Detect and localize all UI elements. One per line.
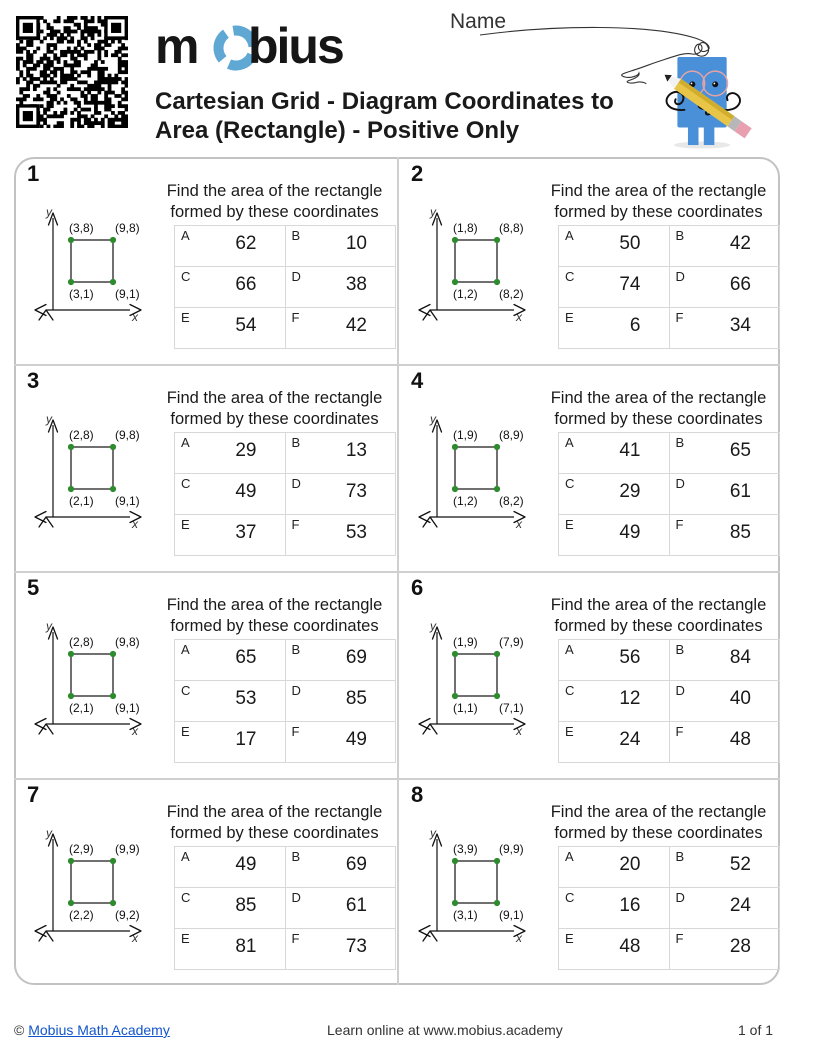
svg-text:(8,9): (8,9)	[499, 428, 524, 442]
svg-text:(9,9): (9,9)	[499, 842, 524, 856]
svg-text:(9,1): (9,1)	[499, 908, 524, 922]
svg-text:x: x	[131, 724, 139, 738]
svg-text:(9,2): (9,2)	[115, 908, 140, 922]
svg-text:(9,8): (9,8)	[115, 221, 140, 235]
svg-text:(1,2): (1,2)	[453, 287, 478, 301]
svg-text:(2,2): (2,2)	[69, 908, 94, 922]
svg-text:x: x	[131, 310, 139, 324]
svg-text:x: x	[515, 931, 523, 945]
svg-text:(1,1): (1,1)	[453, 701, 478, 715]
svg-text:(7,1): (7,1)	[499, 701, 524, 715]
svg-text:y: y	[45, 826, 53, 840]
svg-text:y: y	[45, 205, 53, 219]
svg-text:x: x	[131, 931, 139, 945]
svg-text:(9,9): (9,9)	[115, 842, 140, 856]
svg-text:(8,8): (8,8)	[499, 221, 524, 235]
svg-text:(7,9): (7,9)	[499, 635, 524, 649]
svg-text:(9,1): (9,1)	[115, 494, 140, 508]
svg-text:(2,9): (2,9)	[69, 842, 94, 856]
svg-text:(3,9): (3,9)	[453, 842, 478, 856]
svg-text:(2,1): (2,1)	[69, 701, 94, 715]
svg-text:(8,2): (8,2)	[499, 494, 524, 508]
svg-text:y: y	[429, 619, 437, 633]
svg-text:(2,1): (2,1)	[69, 494, 94, 508]
svg-text:(1,2): (1,2)	[453, 494, 478, 508]
svg-text:(2,8): (2,8)	[69, 428, 94, 442]
svg-text:(3,1): (3,1)	[453, 908, 478, 922]
svg-text:x: x	[515, 724, 523, 738]
svg-text:(2,8): (2,8)	[69, 635, 94, 649]
svg-text:(1,9): (1,9)	[453, 635, 478, 649]
svg-text:(8,2): (8,2)	[499, 287, 524, 301]
svg-text:x: x	[131, 517, 139, 531]
svg-text:(1,8): (1,8)	[453, 221, 478, 235]
svg-text:(3,1): (3,1)	[69, 287, 94, 301]
svg-text:(9,1): (9,1)	[115, 701, 140, 715]
svg-text:(3,8): (3,8)	[69, 221, 94, 235]
svg-text:y: y	[45, 412, 53, 426]
svg-text:y: y	[429, 412, 437, 426]
svg-text:(1,9): (1,9)	[453, 428, 478, 442]
svg-text:y: y	[429, 205, 437, 219]
svg-text:y: y	[45, 619, 53, 633]
svg-text:y: y	[429, 826, 437, 840]
svg-text:(9,8): (9,8)	[115, 428, 140, 442]
svg-text:x: x	[515, 310, 523, 324]
svg-text:x: x	[515, 517, 523, 531]
svg-text:(9,8): (9,8)	[115, 635, 140, 649]
svg-text:(9,1): (9,1)	[115, 287, 140, 301]
